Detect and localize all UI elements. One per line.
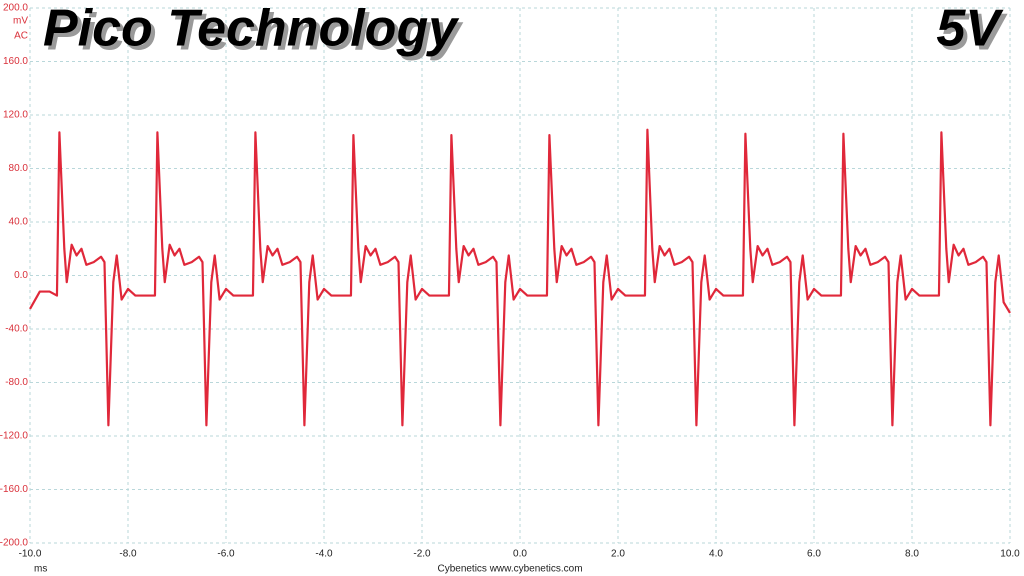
y-tick-label: -200.0: [0, 538, 28, 549]
y-tick-label: 40.0: [9, 217, 29, 228]
title-shadow: Pico Technology: [47, 4, 464, 62]
y-tick-label: -160.0: [0, 484, 28, 495]
chart-title: Pico Technology: [43, 0, 460, 58]
rail-shadow: 5V: [940, 4, 1008, 62]
x-tick-label: 4.0: [709, 549, 723, 560]
rail-label: 5V: [936, 0, 1004, 58]
x-tick-label: -6.0: [217, 549, 235, 560]
y-tick-label: 160.0: [3, 56, 28, 67]
y-mode: AC: [14, 31, 28, 42]
y-unit: mV: [13, 16, 28, 27]
y-tick-label: 120.0: [3, 110, 28, 121]
x-tick-label: 10.0: [1000, 549, 1020, 560]
grid-layer: [29, 7, 1011, 544]
x-tick-label: -2.0: [413, 549, 431, 560]
marks-layer: [29, 128, 1011, 427]
x-tick-label: 0.0: [513, 549, 527, 560]
x-tick-label: 6.0: [807, 549, 821, 560]
y-tick-label: -80.0: [5, 377, 28, 388]
signal-trace: [29, 128, 1011, 427]
y-tick-label: -120.0: [0, 431, 28, 442]
y-tick-label: -40.0: [5, 324, 28, 335]
y-tick-label: 200.0: [3, 3, 28, 14]
x-tick-label: -4.0: [315, 549, 333, 560]
x-tick-label: -10.0: [19, 549, 42, 560]
x-tick-label: 2.0: [611, 549, 625, 560]
y-tick-label: 80.0: [9, 163, 29, 174]
x-tick-label: -8.0: [119, 549, 137, 560]
y-tick-label: 0.0: [14, 270, 28, 281]
x-tick-label: 8.0: [905, 549, 919, 560]
footer: Cybenetics www.cybenetics.com: [437, 564, 582, 575]
x-unit: ms: [34, 564, 47, 575]
